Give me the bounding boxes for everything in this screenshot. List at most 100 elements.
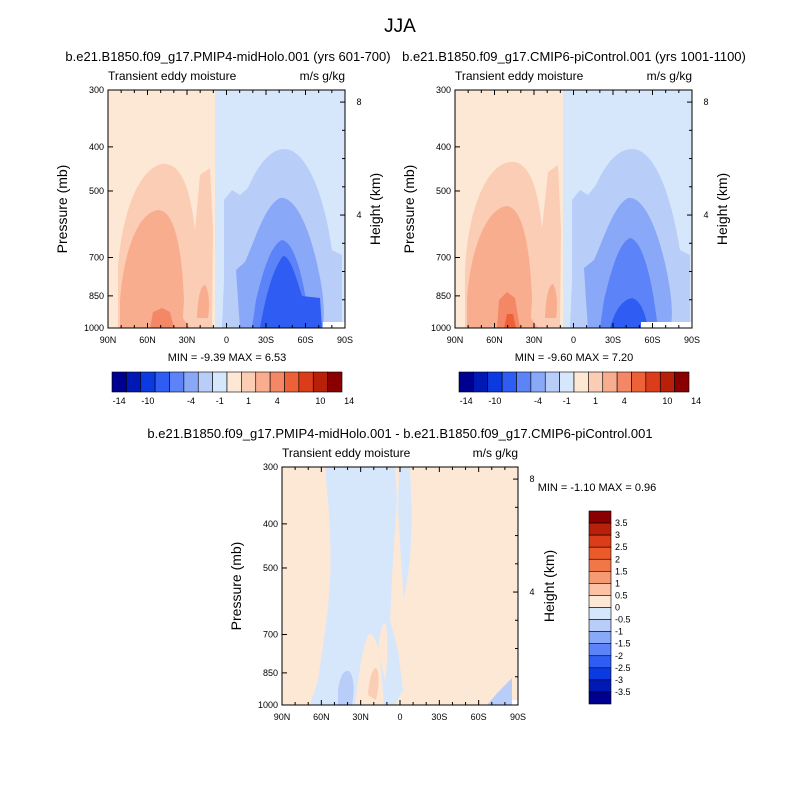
panel-b-colorbar-label: -1 <box>563 396 571 406</box>
panel-c-blank-corner <box>512 700 518 705</box>
panel-b-y-right-tick-label: 8 <box>703 97 708 107</box>
panel-b-colorbar-swatch <box>631 371 647 393</box>
panel-c-title: b.e21.B1850.f09_g17.PMIP4-midHolo.001 - … <box>147 426 652 441</box>
panel-b-blank-corner <box>641 322 692 328</box>
figure-title: JJA <box>384 16 416 37</box>
panel-a-colorbar-swatch <box>255 371 271 393</box>
panel-b-pos-contour-8 <box>504 314 516 328</box>
panel-b-right-string: m/s g/kg <box>647 69 692 83</box>
panel-c-colorbar-swatch <box>588 534 612 548</box>
panel-a-right-string: m/s g/kg <box>300 69 345 83</box>
panel-a-y-tick-label: 1000 <box>84 323 104 333</box>
panel-c-colorbar-swatch <box>588 607 612 620</box>
panel-b-x-tick-label: 30N <box>526 335 543 345</box>
panel-c-y-right-tick-label: 8 <box>529 474 534 484</box>
panel-a-y-tick-label: 500 <box>89 186 104 196</box>
panel-b-x-tick-label: 90N <box>447 335 464 345</box>
panel-b-colorbar-swatch <box>588 371 604 393</box>
panel-b-colorbar-swatch <box>674 371 690 393</box>
panel-a-colorbar: -14 -10 -4 -1 1 4 10 14 <box>111 371 354 406</box>
panel-b-colorbar-swatch <box>573 371 589 393</box>
panel-b-x-tick-label: 0 <box>571 335 576 345</box>
panel-a-x-tick-label: 30S <box>258 335 274 345</box>
panel-c-colorbar-swatch <box>588 643 612 657</box>
panel-c-x-tick-label: 30N <box>352 712 369 722</box>
panel-c-minmax: MIN = -1.10 MAX = 0.96 <box>538 482 657 494</box>
panel-b-y-tick-label: 850 <box>436 291 451 301</box>
panel-c-colorbar-swatch <box>588 619 612 632</box>
panel-c-colorbar-swatch <box>588 583 612 596</box>
panel-a-colorbar-label: -14 <box>113 396 126 406</box>
panel-c-neg-inclusion-2 <box>338 670 354 705</box>
panel-c-colorbar-swatch <box>588 691 612 705</box>
panel-c-pos-sliver <box>378 623 388 680</box>
panel-b-colorbar-swatch <box>616 371 632 393</box>
panel-c-colorbar-label: -3 <box>615 675 623 685</box>
panel-b-minmax: MIN = -9.60 MAX = 7.20 <box>515 352 634 364</box>
panel-c-colorbar-swatch <box>588 546 612 560</box>
panel-b-colorbar-swatch <box>487 371 503 393</box>
panel-b-y-tick-label: 300 <box>436 85 451 95</box>
panel-a-pos-contour-6 <box>150 308 174 328</box>
panel-c-colorbar-label: 1 <box>615 578 620 588</box>
panel-c-neg-inclusion-2b <box>487 678 512 705</box>
panel-c-colorbar-swatch <box>588 667 612 681</box>
panel-a-y-tick-label: 300 <box>89 85 104 95</box>
panel-a-colorbar-swatch <box>241 371 257 393</box>
panel-difference: b.e21.B1850.f09_g17.PMIP4-midHolo.001 - … <box>147 426 656 722</box>
panel-a-x-tick-label: 90N <box>100 335 117 345</box>
panel-a-y-right-tick-label: 4 <box>356 210 361 220</box>
panel-a-colorbar-label: 4 <box>275 396 280 406</box>
panel-c-x-tick-label: 90S <box>510 712 526 722</box>
panel-b-colorbar-swatch <box>516 371 532 393</box>
panel-c-colorbar-label: -2.5 <box>615 663 631 673</box>
panel-c-colorbar-swatch <box>588 571 612 584</box>
panel-c-colorbar-label: -2 <box>615 651 623 661</box>
panel-b-colorbar-label: -4 <box>534 396 542 406</box>
panel-a-pos-contour-4 <box>120 210 209 328</box>
panel-a-colorbar-swatch <box>111 371 127 393</box>
panel-c-colorbar-label: 3.5 <box>615 518 628 528</box>
panel-a-colorbar-swatch <box>154 371 170 393</box>
panel-c-ylabel-right: Height (km) <box>541 550 557 622</box>
panel-c-colorbar-label: -1 <box>615 627 623 637</box>
panel-c-x-tick-label: 90N <box>274 712 291 722</box>
panel-a-colorbar-swatch <box>269 371 285 393</box>
panel-a-colorbar-swatch <box>327 371 343 393</box>
panel-a-x-tick-label: 60S <box>297 335 313 345</box>
panel-c-colorbar-label: -0.5 <box>615 615 631 625</box>
panel-c-y-tick-label: 400 <box>263 519 278 529</box>
panel-a-y-tick-label: 700 <box>89 252 104 262</box>
panel-c-y-tick-label: 1000 <box>258 700 278 710</box>
panel-b-field <box>455 90 692 328</box>
panel-a-neg-contour-8 <box>260 255 322 328</box>
panel-c-right-string: m/s g/kg <box>473 446 518 460</box>
panel-b-neg-contour-8 <box>610 298 648 328</box>
panel-a-x-tick-label: 0 <box>224 335 229 345</box>
panel-a-colorbar-label: 14 <box>344 396 354 406</box>
panel-a-colorbar-swatch <box>169 371 185 393</box>
panel-a-ylabel: Pressure (mb) <box>54 165 70 254</box>
panel-a-colorbar-swatch <box>312 371 328 393</box>
panel-a-colorbar-label: 10 <box>315 396 325 406</box>
panel-b-x-tick-label: 60S <box>644 335 660 345</box>
panel-a-colorbar-swatch <box>140 371 156 393</box>
panel-b-colorbar-swatch <box>559 371 575 393</box>
panel-b-colorbar-label: -14 <box>460 396 473 406</box>
panel-b-colorbar-label: 10 <box>662 396 672 406</box>
panel-c-left-string: Transient eddy moisture <box>282 446 411 460</box>
panel-a-minmax: MIN = -9.39 MAX = 6.53 <box>168 352 287 364</box>
panel-b-y-tick-label: 1000 <box>431 323 451 333</box>
panel-c-colorbar-label: 0.5 <box>615 590 628 600</box>
panel-c-colorbar-label: 2.5 <box>615 542 628 552</box>
panel-c-colorbar-label: 3 <box>615 530 620 540</box>
panel-a-title: b.e21.B1850.f09_g17.PMIP4-midHolo.001 (y… <box>65 49 390 64</box>
panel-a-left-string: Transient eddy moisture <box>108 69 237 83</box>
panel-b-colorbar-swatch <box>645 371 661 393</box>
panel-c-colorbar-swatch <box>588 510 612 524</box>
panel-a-x-tick-label: 90S <box>337 335 353 345</box>
panel-b-colorbar-swatch <box>530 371 546 393</box>
panel-picontrol: b.e21.B1850.f09_g17.CMIP6-piControl.001 … <box>401 49 746 406</box>
panel-b-colorbar-swatch <box>659 371 675 393</box>
panel-c-y-tick-label: 300 <box>263 462 278 472</box>
